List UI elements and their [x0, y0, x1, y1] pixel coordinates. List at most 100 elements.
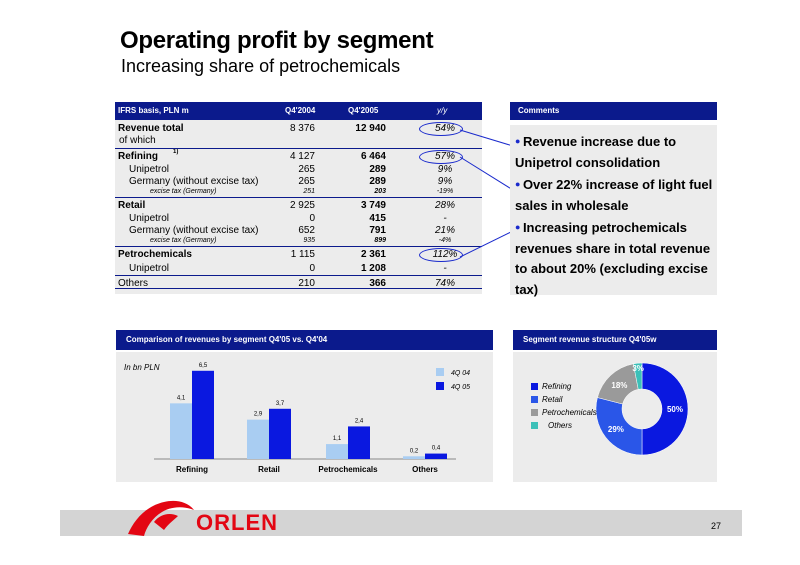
value-yy: 21% [434, 225, 455, 236]
value-q4-2005: 289 [369, 176, 386, 187]
row-label: excise tax (Germany) [150, 237, 217, 244]
legend-label: Others [548, 421, 573, 430]
slice-label: 29% [608, 425, 624, 434]
value-q4-2004: 210 [298, 278, 315, 289]
row-label: Revenue total [118, 123, 184, 134]
value-q4-2005: 791 [369, 225, 386, 236]
donut-slice-refining [641, 362, 689, 456]
slice-label: 50% [667, 405, 683, 414]
row-label: of which [119, 135, 156, 146]
row-label: Retail [118, 200, 146, 211]
highlight-oval [419, 122, 463, 136]
legend-label: Refining [542, 382, 572, 391]
bar-4q-05-refining [192, 370, 214, 459]
pie-chart-header: Segment revenue structure Q4'05w [513, 330, 717, 350]
value-q4-2004: 935 [303, 237, 315, 244]
y-axis-label: In bn PLN [124, 363, 160, 372]
row-label: Unipetrol [129, 213, 170, 224]
page-number: 27 [711, 521, 722, 531]
table-header-q4-2005: Q4'2005 [348, 106, 379, 115]
value-q4-2004: 2 925 [289, 200, 315, 211]
table-header-q4-2004: Q4'2004 [285, 106, 316, 115]
value-yy: - [443, 213, 447, 224]
legend-item: Refining [531, 382, 571, 391]
bar-chart-panel: In bn PLN 4,1 6,5 Refining 2,9 3,7 Retail 1,1 2,… [116, 352, 493, 482]
table-separator [115, 246, 482, 247]
bar-chart-title: Comparison of revenues by segment Q4'05 … [126, 335, 328, 344]
orlen-eagle-logo-icon [128, 500, 194, 536]
bar-4q-05-petrochemicals [348, 426, 370, 459]
footnote-marker: 1) [173, 149, 179, 155]
table-header-label: IFRS basis, PLN m [118, 106, 189, 115]
legend-label: Petrochemicals [542, 408, 597, 417]
legend-item: Petrochemicals [531, 408, 597, 417]
highlight-oval [419, 150, 463, 164]
slice-label: 18% [611, 381, 627, 390]
bullet-icon: ● [515, 179, 523, 189]
data-label: 4,1 [177, 395, 186, 401]
x-tick-label: Retail [258, 465, 280, 474]
data-label: 0,2 [410, 448, 419, 454]
legend-label: 4Q 05 [451, 384, 470, 391]
x-tick-label: Refining [176, 465, 208, 474]
donut-slice-others [633, 362, 643, 390]
legend-swatch [531, 422, 538, 429]
value-q4-2005: 3 749 [360, 200, 386, 211]
bar-4q-04-retail [247, 419, 269, 459]
table-separator [115, 148, 482, 149]
value-q4-2005: 12 940 [355, 123, 386, 134]
comments-title: Comments [518, 106, 560, 115]
value-yy: -19% [436, 188, 454, 195]
comment-text: Revenue increase due to Unipetrol consol… [515, 134, 677, 170]
donut-chart: 50% 29% 18% 3% [595, 362, 689, 456]
data-label: 1,1 [333, 436, 342, 442]
data-label: 0,4 [432, 446, 441, 452]
pie-chart-panel: 50% 29% 18% 3% Refining Retail Petrochemicals… [513, 352, 717, 482]
table-separator [115, 275, 482, 276]
value-q4-2004: 265 [298, 164, 315, 175]
bar-4q-04-others [403, 456, 425, 459]
comment-item: ● Over 22% increase of light fuel sales … [515, 174, 713, 216]
legend-label: 4Q 04 [451, 370, 470, 377]
slice-label: 3% [632, 364, 644, 373]
row-label: Others [118, 278, 149, 289]
row-label: Germany (without excise tax) [129, 176, 259, 187]
bullet-icon: ● [515, 136, 523, 146]
bar-4q-05-retail [269, 408, 291, 459]
data-label: 2,4 [355, 418, 364, 424]
value-q4-2005: 6 464 [360, 151, 386, 162]
bar-4q-05-others [425, 453, 447, 459]
footer-logo-text: ORLEN [196, 510, 278, 535]
comment-text: Increasing petrochemicals revenues share… [515, 220, 711, 297]
value-q4-2005: 415 [369, 213, 386, 224]
revenue-table: Revenue total 8 376 12 940 54% of which Refin… [115, 120, 482, 294]
value-q4-2005: 1 208 [360, 263, 386, 274]
highlight-oval [419, 248, 463, 262]
value-q4-2004: 0 [309, 213, 315, 224]
value-q4-2005: 899 [374, 237, 386, 244]
x-tick-label: Others [412, 465, 438, 474]
x-tick-label: Petrochemicals [318, 465, 378, 474]
value-q4-2005: 203 [374, 188, 386, 195]
row-label: Refining [118, 151, 158, 162]
value-yy: 9% [437, 176, 453, 187]
value-yy: 28% [434, 200, 455, 211]
value-q4-2004: 4 127 [289, 151, 315, 162]
comment-item: ● Revenue increase due to Unipetrol cons… [515, 131, 713, 173]
row-label: excise tax (Germany) [150, 188, 217, 195]
legend-label: Retail [542, 395, 563, 404]
row-label: Germany (without excise tax) [129, 225, 259, 236]
value-yy: 9% [437, 164, 453, 175]
legend-swatch [531, 383, 538, 390]
legend-swatch [436, 368, 444, 376]
bar-4q-04-petrochemicals [326, 444, 348, 459]
value-q4-2004: 1 115 [290, 249, 315, 260]
footer-bar [60, 510, 742, 536]
row-label: Unipetrol [129, 263, 170, 274]
legend-item: Retail [531, 395, 562, 404]
page-subtitle: Increasing share of petrochemicals [121, 56, 401, 76]
value-q4-2004: 0 [309, 263, 315, 274]
legend-swatch [531, 396, 538, 403]
value-yy: -4% [438, 237, 452, 244]
donut-slice-retail [595, 397, 643, 456]
